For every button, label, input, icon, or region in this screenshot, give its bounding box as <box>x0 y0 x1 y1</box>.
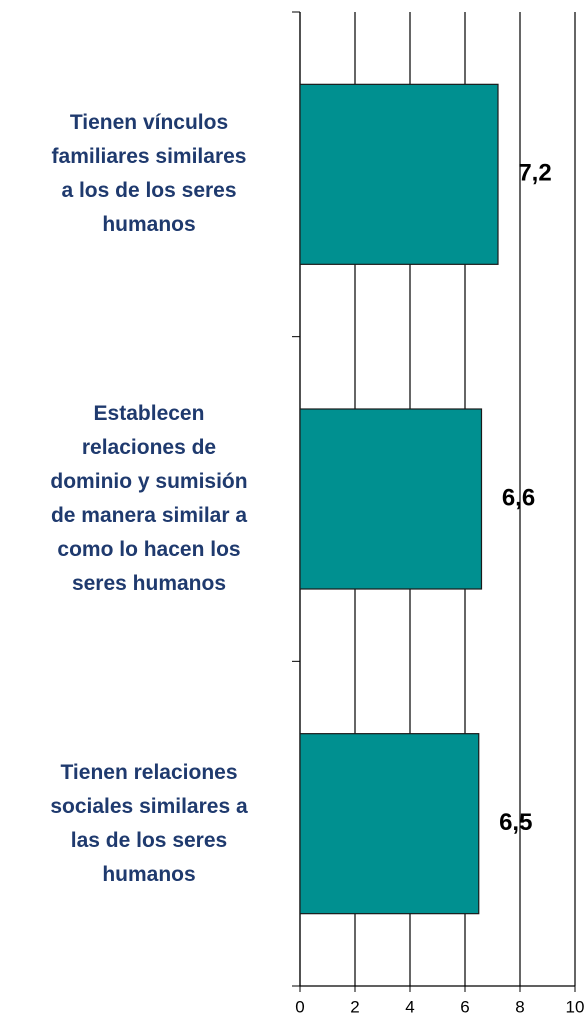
x-tick-label: 4 <box>405 997 414 1016</box>
x-tick-label: 0 <box>295 997 304 1016</box>
bar <box>299 83 499 265</box>
data-label: 6,5 <box>499 809 532 836</box>
bar <box>299 408 483 590</box>
category-label: Tienen vínculos familiares similares a l… <box>51 111 247 237</box>
x-tick-label: 8 <box>515 997 524 1016</box>
category-label: Establecen relaciones de dominio y sumis… <box>50 402 248 595</box>
bar <box>299 733 480 915</box>
category-label: Tienen relaciones sociales similares a l… <box>50 760 248 886</box>
x-tick-label: 6 <box>460 997 469 1016</box>
x-tick-label: 2 <box>350 997 359 1016</box>
data-label: 7,2 <box>518 160 551 187</box>
x-tick-label: 10 <box>566 997 585 1016</box>
data-label: 6,6 <box>502 484 535 511</box>
